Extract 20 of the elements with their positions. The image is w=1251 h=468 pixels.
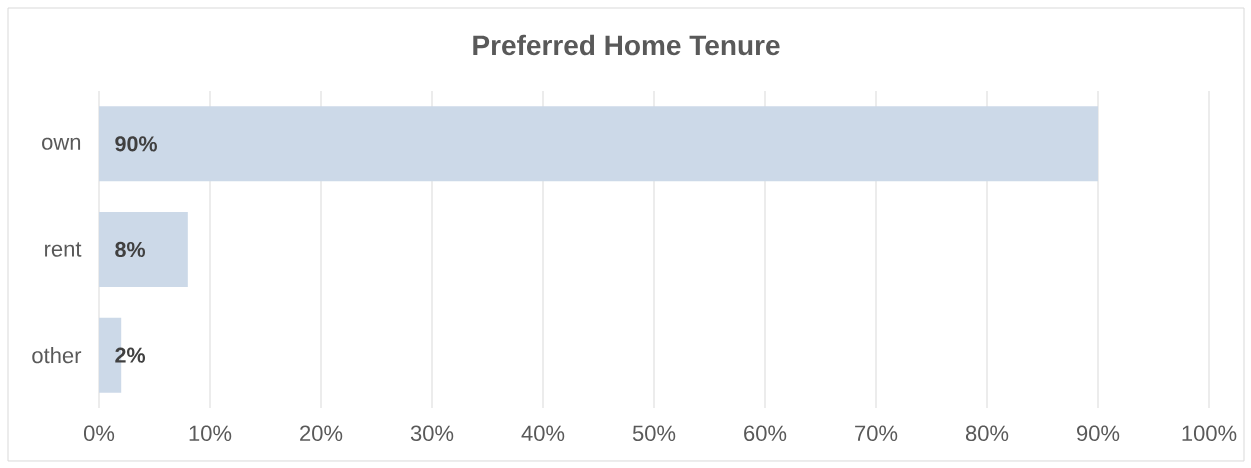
y-tick-label: rent	[45, 242, 82, 257]
x-tick-label: 80%	[965, 425, 1009, 442]
x-tick-label: 0%	[83, 425, 115, 442]
x-tick-label: 60%	[744, 425, 787, 442]
bar	[99, 106, 1098, 182]
x-tick-label: 20%	[300, 425, 343, 442]
chart-title: Preferred Home Tenure	[473, 34, 780, 56]
data-label: 2%	[115, 347, 146, 363]
x-tick-label: 70%	[855, 425, 898, 442]
x-tick-label: 50%	[632, 425, 676, 442]
x-tick-label: 40%	[521, 425, 565, 442]
bar	[99, 211, 188, 287]
y-tick-label: own	[42, 137, 81, 150]
data-label: 90%	[115, 136, 157, 152]
x-tick-label: 30%	[410, 425, 454, 442]
x-tick-label: 100%	[1182, 425, 1237, 442]
x-tick-label: 90%	[1077, 425, 1120, 442]
y-tick-label: other	[32, 347, 82, 364]
data-label: 8%	[115, 241, 146, 258]
x-tick-label: 10%	[189, 425, 232, 442]
